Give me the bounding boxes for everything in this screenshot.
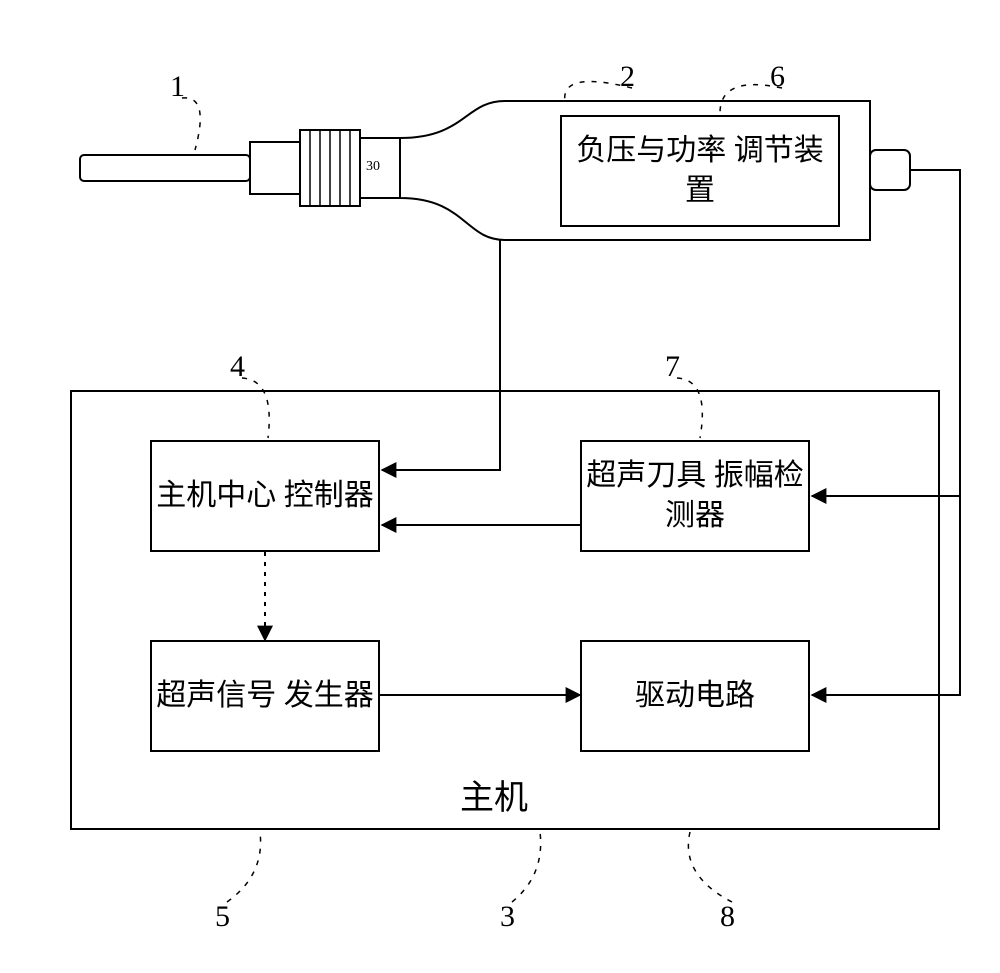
block-6-label: 负压与功率 调节装置 [562, 131, 838, 212]
block-host-central-controller: 主机中心 控制器 [150, 440, 380, 552]
ref-4: 4 [230, 350, 245, 384]
ref-6: 6 [770, 60, 785, 94]
neck-30-label: 30 [366, 159, 380, 175]
ref-7: 7 [665, 350, 680, 384]
host-label: 主机 [460, 770, 528, 819]
diagram-stage: 负压与功率 调节装置 主机中心 控制器 超声刀具 振幅检测器 超声信号 发生器 … [0, 0, 1000, 973]
ref-2: 2 [620, 60, 635, 94]
ref-1: 1 [170, 70, 185, 104]
block-8-label: 驱动电路 [635, 676, 755, 717]
block-ultrasonic-amplitude-detector: 超声刀具 振幅检测器 [580, 440, 810, 552]
ref-8: 8 [720, 900, 735, 934]
block-5-label: 超声信号 发生器 [156, 676, 374, 717]
ref-5: 5 [215, 900, 230, 934]
block-7-label: 超声刀具 振幅检测器 [582, 456, 808, 537]
block-ultrasonic-signal-generator: 超声信号 发生器 [150, 640, 380, 752]
block-drive-circuit: 驱动电路 [580, 640, 810, 752]
ref-3: 3 [500, 900, 515, 934]
block-4-label: 主机中心 控制器 [156, 476, 374, 517]
block-neg-pressure-power-adjust: 负压与功率 调节装置 [560, 115, 840, 227]
